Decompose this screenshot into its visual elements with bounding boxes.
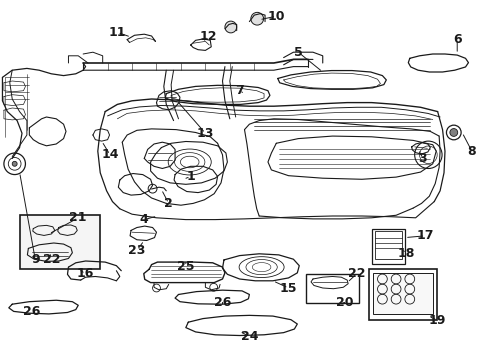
Text: 7: 7: [235, 84, 244, 96]
Text: 17: 17: [416, 229, 433, 242]
Text: 20: 20: [335, 296, 353, 309]
Text: 23: 23: [128, 244, 145, 257]
Text: 3: 3: [418, 152, 427, 165]
Circle shape: [250, 12, 263, 25]
Text: 26: 26: [213, 296, 231, 309]
Text: 26: 26: [23, 305, 41, 318]
Circle shape: [12, 161, 17, 166]
Bar: [371, 229, 404, 264]
Text: 22: 22: [347, 267, 365, 280]
Text: 9: 9: [31, 253, 40, 266]
Text: 4: 4: [140, 213, 148, 226]
Text: 21: 21: [69, 211, 87, 224]
Text: 12: 12: [199, 30, 216, 42]
Bar: [374, 231, 401, 259]
Text: 11: 11: [108, 26, 126, 39]
Bar: [368, 269, 436, 320]
Text: 1: 1: [186, 170, 195, 183]
Text: 16: 16: [77, 267, 94, 280]
Bar: [20, 215, 100, 269]
Text: 24: 24: [240, 330, 258, 343]
Text: 25: 25: [177, 260, 194, 273]
Text: 18: 18: [396, 247, 414, 260]
Circle shape: [224, 21, 236, 33]
Text: 2: 2: [164, 197, 173, 210]
Text: 13: 13: [196, 127, 214, 140]
Text: 8: 8: [467, 145, 475, 158]
Text: 14: 14: [101, 148, 119, 161]
Text: 5: 5: [293, 46, 302, 59]
Bar: [372, 273, 432, 314]
Text: 10: 10: [267, 10, 285, 23]
Text: 6: 6: [452, 33, 461, 46]
Text: 15: 15: [279, 282, 297, 294]
Text: 19: 19: [428, 314, 446, 327]
Circle shape: [449, 129, 457, 136]
Text: 22: 22: [42, 253, 60, 266]
Bar: [305, 274, 358, 303]
